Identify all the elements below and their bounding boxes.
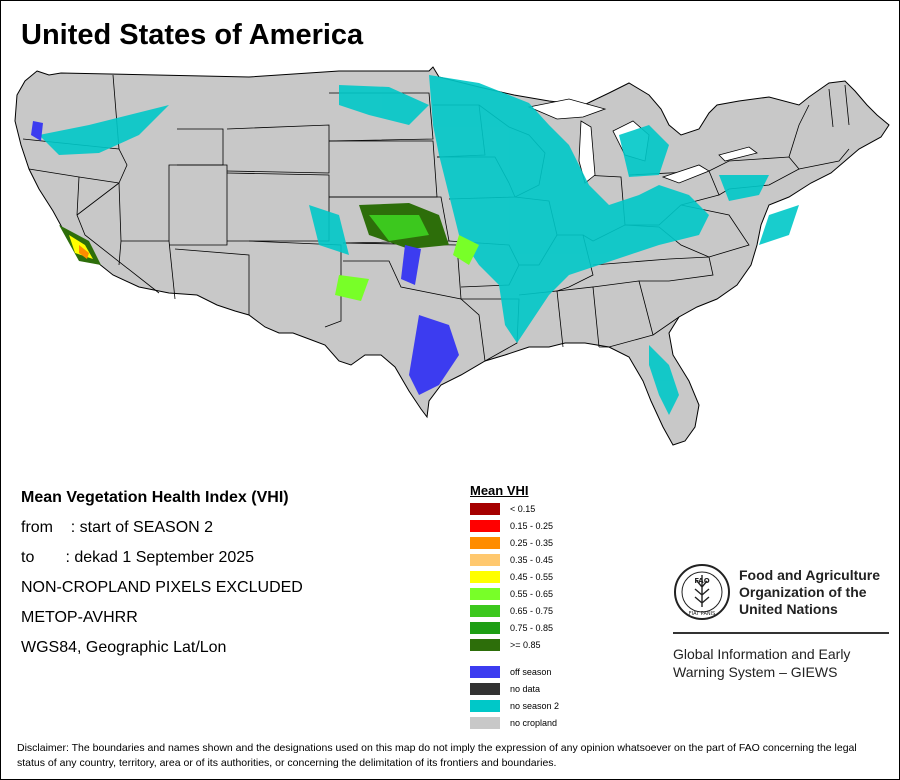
legend-special-swatch bbox=[470, 700, 500, 712]
legend-class-label: 0.75 - 0.85 bbox=[510, 623, 554, 633]
legend-class-label: < 0.15 bbox=[510, 504, 536, 514]
legend-class-swatch bbox=[470, 537, 500, 549]
fao-divider bbox=[673, 632, 889, 634]
map-title: United States of America bbox=[21, 19, 364, 51]
legend-class-row: >= 0.85 bbox=[470, 638, 541, 655]
legend-class-label: 0.45 - 0.55 bbox=[510, 572, 554, 582]
legend-special-label: no cropland bbox=[510, 718, 558, 728]
giews-name: Global Information and Early Warning Sys… bbox=[673, 646, 851, 680]
off-season-areas bbox=[31, 121, 459, 395]
info-projection: WGS84, Geographic Lat/Lon bbox=[21, 639, 227, 656]
fao-emblem-motto: FIAT PANIS bbox=[689, 611, 716, 617]
legend-special: off season no data no season 2 no cropland bbox=[470, 665, 559, 733]
legend-class-label: 0.65 - 0.75 bbox=[510, 606, 554, 616]
legend-classes: < 0.15 0.15 - 0.25 0.25 - 0.35 0.35 - 0.45 0… bbox=[470, 502, 553, 655]
legend-special-label: off season bbox=[510, 667, 552, 677]
legend-class-swatch bbox=[470, 639, 500, 651]
info-product: Mean Vegetation Health Index (VHI) bbox=[21, 489, 289, 506]
legend-special-row: off season bbox=[470, 665, 551, 682]
legend-class-swatch bbox=[470, 571, 500, 583]
no-season-2-areas bbox=[39, 75, 799, 415]
map-info-block: Mean Vegetation Health Index (VHI) from … bbox=[21, 488, 303, 668]
legend-class-label: >= 0.85 bbox=[510, 640, 541, 650]
legend: Mean VHI < 0.15 0.15 - 0.25 0.25 - 0.35 0.3… bbox=[470, 483, 559, 733]
fao-emblem-icon: FAO FIAT PANIS bbox=[674, 564, 730, 620]
info-excluded: NON-CROPLAND PIXELS EXCLUDED bbox=[21, 579, 303, 596]
info-to: to : dekad 1 September 2025 bbox=[21, 549, 255, 566]
legend-class-swatch bbox=[470, 503, 500, 515]
legend-class-row: 0.35 - 0.45 bbox=[470, 553, 553, 570]
legend-special-row: no cropland bbox=[470, 716, 557, 733]
disclaimer: Disclaimer: The boundaries and names sho… bbox=[17, 742, 857, 769]
info-from: from : start of SEASON 2 bbox=[21, 519, 214, 536]
legend-special-swatch bbox=[470, 717, 500, 729]
fao-name: Food and Agriculture Organization of the… bbox=[739, 567, 881, 617]
fao-logo-block: FAO FIAT PANIS Food and Agriculture Orga… bbox=[673, 563, 889, 683]
legend-class-swatch bbox=[470, 520, 500, 532]
legend-class-row: 0.55 - 0.65 bbox=[470, 587, 553, 604]
legend-class-swatch bbox=[470, 622, 500, 634]
legend-special-label: no season 2 bbox=[510, 701, 560, 711]
fao-emblem-letters: FAO bbox=[694, 577, 709, 585]
legend-class-swatch bbox=[470, 554, 500, 566]
legend-special-swatch bbox=[470, 666, 500, 678]
legend-class-row: 0.25 - 0.35 bbox=[470, 536, 553, 553]
legend-class-row: 0.65 - 0.75 bbox=[470, 604, 553, 621]
usa-vhi-map bbox=[14, 66, 890, 446]
legend-class-label: 0.15 - 0.25 bbox=[510, 521, 554, 531]
info-sensor: METOP-AVHRR bbox=[21, 609, 138, 626]
legend-class-swatch bbox=[470, 605, 500, 617]
legend-special-label: no data bbox=[510, 684, 541, 694]
legend-class-swatch bbox=[470, 588, 500, 600]
us-landmass bbox=[14, 66, 890, 446]
legend-class-row: 0.15 - 0.25 bbox=[470, 519, 553, 536]
legend-class-row: 0.75 - 0.85 bbox=[470, 621, 553, 638]
legend-special-row: no season 2 bbox=[470, 699, 559, 716]
legend-title: Mean VHI bbox=[470, 483, 529, 498]
legend-special-swatch bbox=[470, 683, 500, 695]
legend-class-label: 0.55 - 0.65 bbox=[510, 589, 554, 599]
legend-class-row: 0.45 - 0.55 bbox=[470, 570, 553, 587]
legend-special-row: no data bbox=[470, 682, 540, 699]
vhi-green-areas bbox=[59, 203, 479, 301]
legend-class-row: < 0.15 bbox=[470, 502, 535, 519]
legend-class-label: 0.25 - 0.35 bbox=[510, 538, 554, 548]
legend-class-label: 0.35 - 0.45 bbox=[510, 555, 554, 565]
